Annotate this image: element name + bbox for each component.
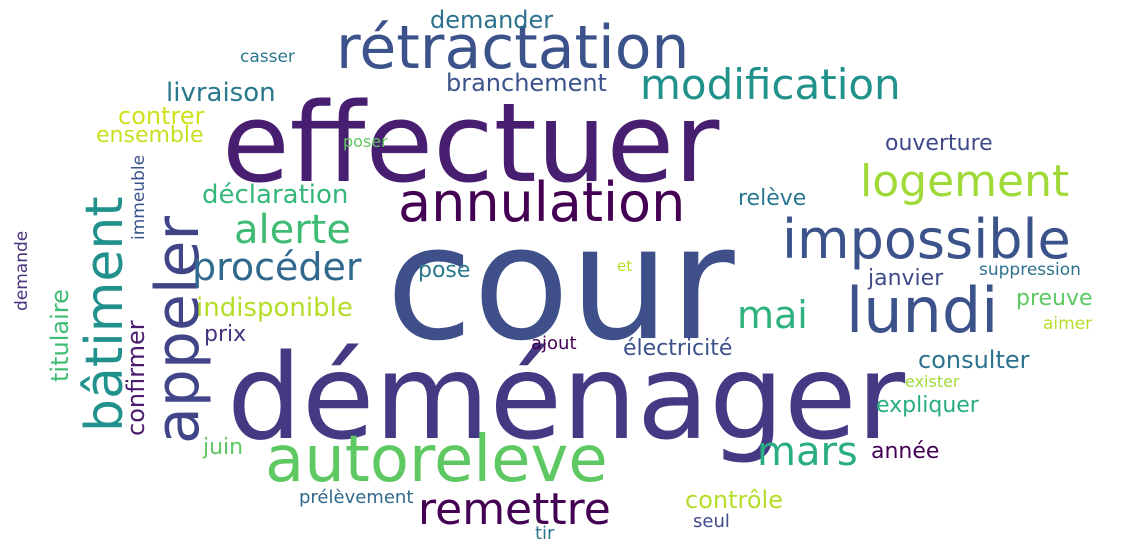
- word-42: prélèvement: [299, 487, 414, 508]
- word-1: déménager: [227, 328, 906, 466]
- word-18: livraison: [166, 78, 276, 108]
- word-36: prix: [204, 322, 247, 347]
- word-15: alerte: [234, 207, 351, 253]
- word-3: rétractation: [336, 13, 690, 83]
- word-10: lundi: [846, 274, 999, 347]
- word-12: logement: [860, 156, 1070, 207]
- word-33: électricité: [623, 336, 733, 361]
- word-22: confirmer: [122, 320, 150, 436]
- word-28: ouverture: [885, 131, 993, 156]
- word-40: aimer: [1043, 314, 1093, 334]
- word-48: demande: [12, 230, 32, 311]
- word-11: remettre: [418, 484, 611, 535]
- word-19: déclaration: [202, 180, 349, 210]
- word-37: pose: [418, 258, 471, 283]
- word-16: mai: [737, 293, 808, 337]
- word-29: relève: [738, 186, 807, 211]
- word-7: impossible: [782, 208, 1071, 271]
- word-44: tir: [535, 523, 555, 544]
- word-20: indisponible: [196, 293, 353, 323]
- word-45: casser: [240, 47, 295, 67]
- word-30: janvier: [868, 266, 944, 291]
- word-25: demander: [430, 6, 554, 34]
- word-4: autoreleve: [265, 423, 608, 497]
- word-38: suppression: [979, 260, 1081, 280]
- word-23: consulter: [918, 346, 1030, 374]
- word-9: modification: [640, 60, 901, 109]
- word-14: procéder: [192, 245, 362, 289]
- word-31: preuve: [1016, 286, 1093, 311]
- word-41: exister: [905, 372, 960, 391]
- word-2: effectuer: [222, 79, 720, 207]
- word-39: ajout: [531, 333, 577, 354]
- word-35: juin: [203, 435, 244, 460]
- word-26: contrer: [118, 102, 205, 130]
- word-32: expliquer: [876, 393, 979, 418]
- word-47: immeuble: [129, 154, 149, 240]
- word-24: contrôle: [685, 486, 783, 514]
- word-46: poser: [343, 132, 388, 151]
- word-49: et: [617, 257, 633, 275]
- word-34: année: [871, 439, 940, 464]
- word-27: ensemble: [96, 123, 204, 148]
- word-6: annulation: [398, 171, 686, 234]
- word-21: titulaire: [46, 289, 74, 382]
- word-43: seul: [693, 511, 730, 532]
- word-0: cour: [386, 192, 735, 376]
- word-13: mars: [757, 429, 858, 475]
- word-17: branchement: [446, 69, 607, 97]
